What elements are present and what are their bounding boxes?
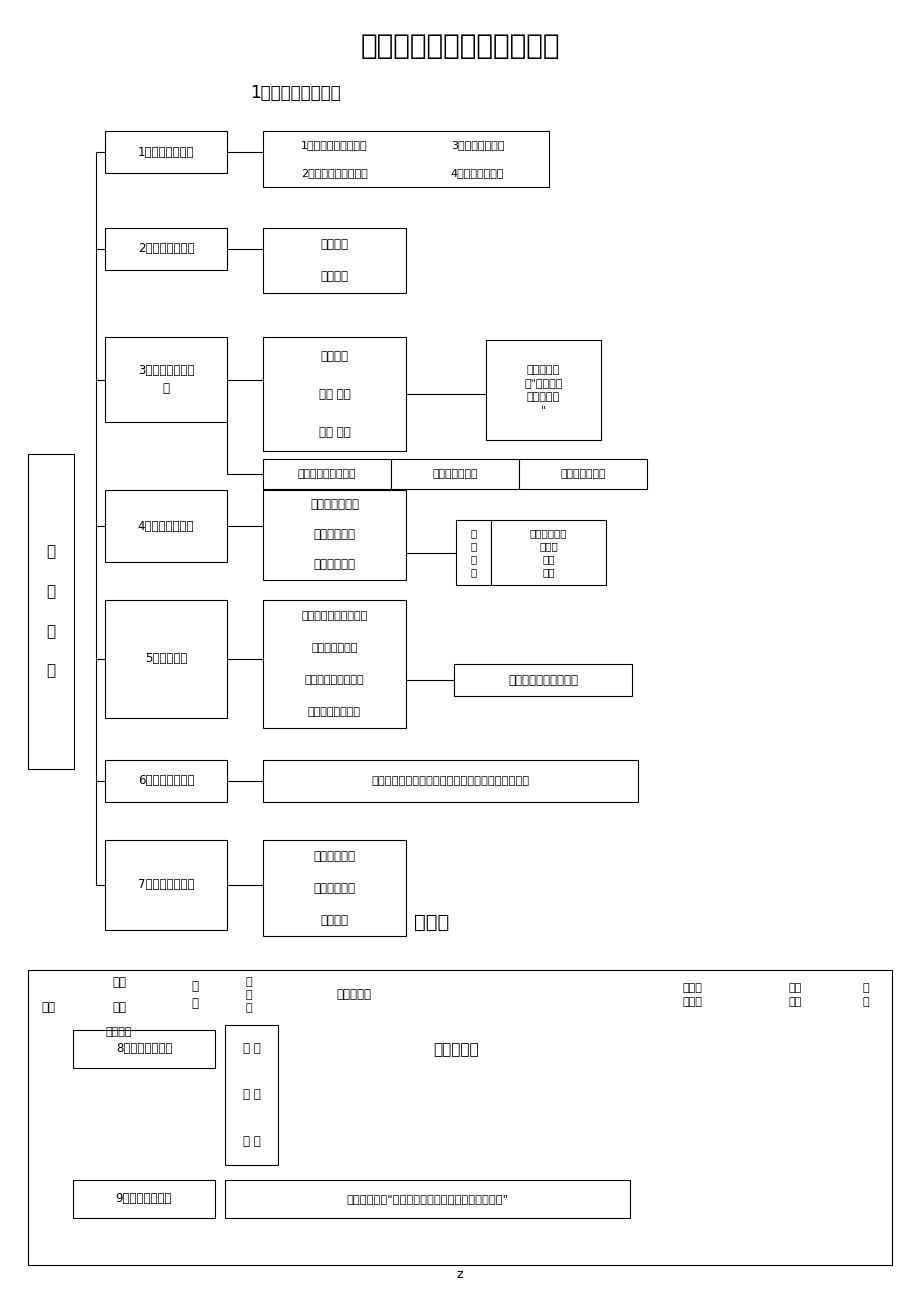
Text: 砌 井: 砌 井 — [243, 1042, 260, 1055]
Text: 顶

管

施

工: 顶 管 施 工 — [46, 544, 55, 678]
Text: 编
号: 编 号 — [191, 980, 199, 1010]
Bar — [263, 337, 405, 450]
Bar — [105, 228, 227, 270]
Text: 1、编制施工组织设计: 1、编制施工组织设计 — [301, 141, 368, 150]
Text: 1、顶管施工管理: 1、顶管施工管理 — [138, 146, 194, 159]
Bar — [105, 600, 227, 717]
Bar — [73, 1030, 215, 1068]
Text: 该项辨识详见"排水工程井下作业危险源辨识与控制": 该项辨识详见"排水工程井下作业危险源辨识与控制" — [346, 1194, 508, 1204]
Text: 监控副坑支护防止机头出坑时支护松动引发坍塌事故: 监控副坑支护防止机头出坑时支护松动引发坍塌事故 — [371, 776, 529, 786]
Bar — [105, 490, 227, 562]
Bar — [263, 840, 405, 936]
Text: 回 填: 回 填 — [243, 1088, 260, 1101]
Text: 序号: 序号 — [41, 1001, 55, 1014]
Text: 2、编制专项施工方案: 2、编制专项施工方案 — [301, 168, 368, 178]
Text: 撤除顶管设备: 撤除顶管设备 — [313, 881, 355, 894]
Text: 8、顶管后期施工: 8、顶管后期施工 — [116, 1043, 172, 1056]
Bar — [518, 460, 646, 490]
Text: 可能导
至事故: 可能导 至事故 — [682, 983, 702, 1006]
Text: 平台、立架、工作棚棚: 平台、立架、工作棚棚 — [301, 611, 368, 621]
Bar — [391, 460, 518, 490]
Text: 9、新旧管道衔接: 9、新旧管道衔接 — [116, 1193, 172, 1206]
Text: 危险源分析: 危险源分析 — [336, 988, 371, 1001]
Bar — [263, 490, 405, 579]
Text: 该项辨识详
见"基坑支护
危险源辨识
": 该项辨识详 见"基坑支护 危险源辨识 " — [524, 365, 562, 415]
Text: 工程: 工程 — [112, 1001, 126, 1014]
Text: 基坑 开挖: 基坑 开挖 — [318, 388, 350, 401]
Text: 浇筑顶管后背墙: 浇筑顶管后背墙 — [432, 469, 477, 479]
Bar — [105, 760, 227, 802]
Bar — [28, 454, 74, 769]
Text: 需
用
设
备: 需 用 设 备 — [470, 527, 476, 577]
Text: 安装导轨及后背: 安装导轨及后背 — [310, 499, 358, 512]
Text: 浇筑顶管工作坑根底: 浇筑顶管工作坑根底 — [298, 469, 356, 479]
Bar — [225, 1025, 278, 1165]
Bar — [105, 840, 227, 930]
Text: 撤除电控设备: 撤除电控设备 — [313, 849, 355, 862]
Bar — [491, 519, 606, 585]
Text: 危
险
源: 危 险 源 — [245, 976, 252, 1013]
Text: 基坑降水: 基坑降水 — [320, 349, 348, 362]
Text: z: z — [456, 1268, 463, 1281]
Bar — [485, 340, 600, 440]
Bar — [453, 664, 631, 697]
Text: 顶进纠偏及过程控制: 顶进纠偏及过程控制 — [304, 674, 364, 685]
Bar — [105, 132, 227, 173]
Text: 1、顶管施工流程图: 1、顶管施工流程图 — [249, 85, 340, 102]
Text: 分项: 分项 — [112, 976, 126, 990]
Text: 作业活动: 作业活动 — [106, 1027, 132, 1038]
Text: 浇筑前堵止水圈: 浇筑前堵止水圈 — [560, 469, 605, 479]
Text: 电动控制设备
千斤顶
油泵
顶铁: 电动控制设备 千斤顶 油泵 顶铁 — [529, 527, 567, 577]
Bar — [263, 228, 405, 293]
Bar — [225, 1180, 630, 1217]
Text: 2、顶管现场勘察: 2、顶管现场勘察 — [138, 242, 194, 255]
Text: 起重吊装设备: 起重吊装设备 — [313, 559, 355, 572]
Text: 撤除支护: 撤除支护 — [320, 914, 348, 927]
Text: 3、制定顶管工艺: 3、制定顶管工艺 — [450, 141, 504, 150]
Text: 下管吊装、顶进: 下管吊装、顶进 — [311, 643, 357, 654]
Bar — [263, 760, 637, 802]
Text: 拔 桩: 拔 桩 — [243, 1135, 260, 1148]
Text: 措
施: 措 施 — [862, 983, 868, 1006]
Text: 地质勘察: 地质勘察 — [320, 238, 348, 251]
Text: 顶管工程危险源辨识与控制: 顶管工程危险源辨识与控制 — [360, 33, 559, 60]
Text: 6、顶管机头出坑: 6、顶管机头出坑 — [138, 775, 194, 788]
Text: 经纬仪水准仪监控测量: 经纬仪水准仪监控测量 — [507, 673, 577, 686]
Text: 分级
控制: 分级 控制 — [788, 983, 800, 1006]
Text: 3、顶管工作坑施
工: 3、顶管工作坑施 工 — [138, 365, 194, 395]
Text: 5、顶管作业: 5、顶管作业 — [144, 652, 187, 665]
Text: 基坑 支护: 基坑 支护 — [318, 426, 350, 439]
Bar — [263, 460, 391, 490]
Bar — [263, 132, 549, 187]
Text: 4、平安技术交底: 4、平安技术交底 — [450, 168, 504, 178]
Text: 7、顶管设备撤除: 7、顶管设备撤除 — [138, 879, 194, 892]
Bar — [73, 1180, 215, 1217]
Text: 危险源分析: 危险源分析 — [433, 1043, 479, 1057]
Text: 掏挖土方垂直运输: 掏挖土方垂直运输 — [308, 707, 360, 717]
Bar — [456, 519, 491, 585]
Bar — [105, 337, 227, 422]
Bar — [263, 600, 405, 728]
Text: 物探勘察: 物探勘察 — [320, 271, 348, 284]
Bar — [28, 970, 891, 1266]
Text: 周查表: 周查表 — [414, 913, 448, 931]
Text: 4、顶管设备安装: 4、顶管设备安装 — [138, 519, 194, 533]
Text: 安装顶管设备: 安装顶管设备 — [313, 529, 355, 542]
